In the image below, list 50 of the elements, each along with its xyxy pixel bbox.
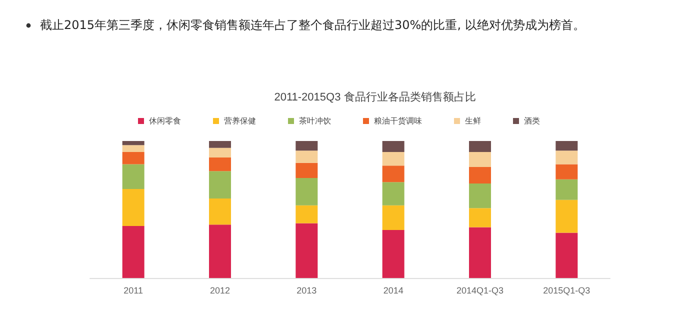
x-tick-label: 2014: [383, 286, 404, 296]
bar: [469, 208, 491, 228]
bar: [122, 152, 144, 164]
legend-label: 酒类: [524, 116, 540, 126]
bar: [556, 150, 578, 164]
x-tick-label: 2014Q1-Q3: [456, 286, 504, 296]
bar: [209, 148, 231, 158]
bar: [122, 141, 144, 146]
bar: [382, 182, 404, 206]
bar: [296, 150, 318, 163]
bar: [382, 230, 404, 278]
bar: [556, 200, 578, 233]
text: 截止2015年第三季度，休闲零食销售额连年占了整个食品行业超过30%的比重, 以绝对优势成为榜首。: [40, 17, 585, 34]
bar: [556, 141, 578, 151]
x-tick-label: 2015Q1-Q3: [543, 286, 590, 296]
bar: [209, 157, 231, 172]
bar: [556, 179, 578, 200]
legend-label: 生鲜: [465, 116, 481, 126]
x-tick-label: 2013: [296, 286, 317, 296]
legend-label: 休闲零食: [149, 116, 181, 126]
bar: [382, 205, 404, 230]
bar: [382, 166, 404, 182]
legend-label: 粮油干货调味: [374, 116, 422, 126]
bar: [296, 141, 318, 151]
bar: [556, 232, 578, 278]
bar: [469, 183, 491, 208]
bar: [122, 226, 144, 278]
bar: [122, 164, 144, 189]
x-tick-label: 2012: [210, 286, 230, 296]
bar: [556, 164, 578, 180]
bar: [209, 198, 231, 225]
bar: [296, 162, 318, 178]
legend-label: 营养保健: [224, 116, 256, 126]
bar: [382, 141, 404, 152]
legend-label: 茶叶冲饮: [299, 116, 331, 126]
bar: [122, 188, 144, 226]
bar: [209, 171, 231, 199]
bar: [296, 205, 318, 224]
bar: [296, 223, 318, 278]
bar: [469, 141, 491, 152]
bar: [469, 152, 491, 168]
bar: [296, 178, 318, 206]
bar: [209, 141, 231, 148]
chart-title: 2011-2015Q3 食品行业各品类销售额占比: [274, 90, 476, 104]
bar: [469, 167, 491, 184]
x-tick-label: 2011: [124, 286, 144, 296]
bar: [469, 227, 491, 278]
bar: [382, 152, 404, 166]
bar: [122, 145, 144, 152]
bar: [209, 224, 231, 278]
